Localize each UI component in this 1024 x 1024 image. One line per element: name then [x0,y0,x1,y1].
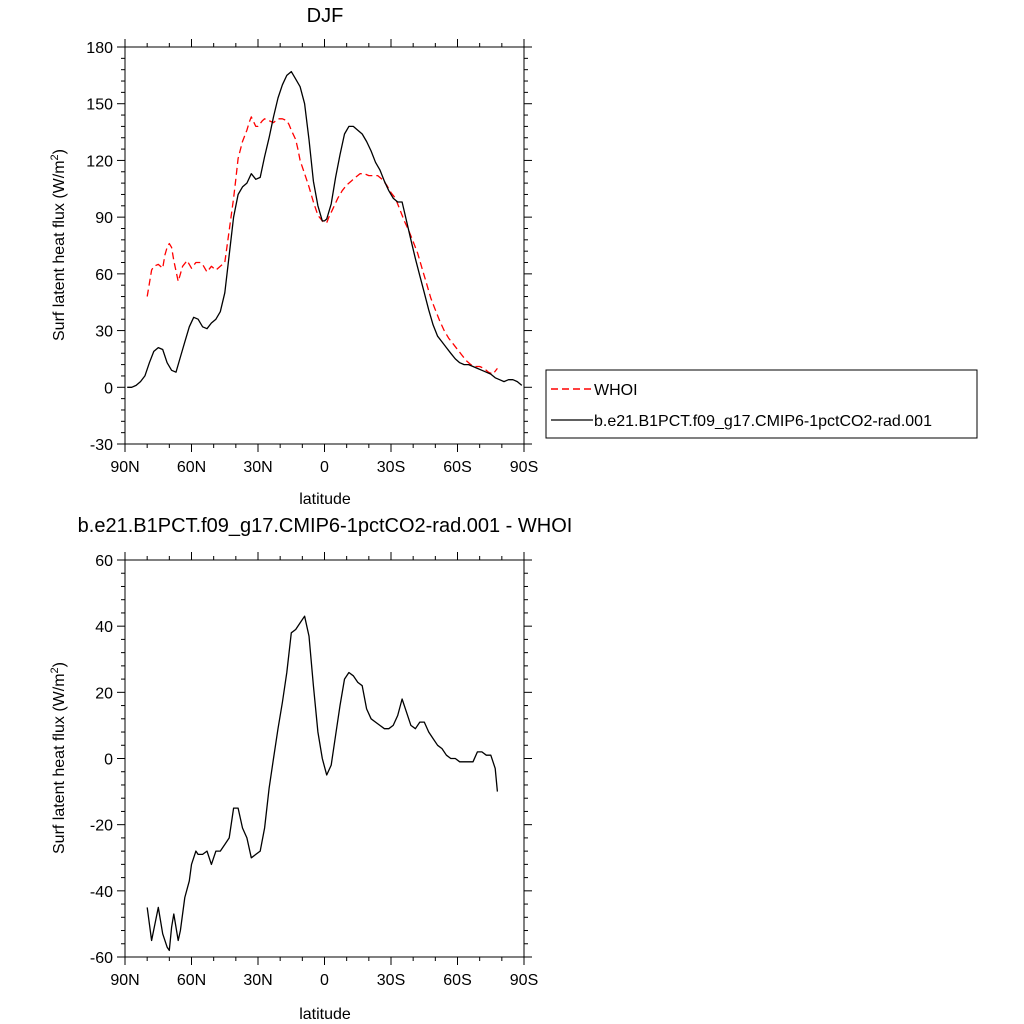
y-tick-label: 180 [86,40,113,57]
y-tick-label: -20 [90,818,113,835]
plot-frame [124,46,525,445]
x-axis-label: latitude [299,491,351,508]
x-tick-label: 30S [377,459,405,476]
legend-label-model: b.e21.B1PCT.f09_g17.CMIP6-1pctCO2-rad.00… [594,413,932,430]
y-tick-label: -60 [90,950,113,967]
y-tick-label: -30 [90,437,113,454]
series-line-1 [127,70,523,388]
y-tick-label: 30 [95,324,113,341]
chart-difference: b.e21.B1PCT.f09_g17.CMIP6-1pctCO2-rad.00… [49,515,572,1023]
x-tick-label: 30N [243,972,272,989]
y-tick-label: 0 [104,380,113,397]
x-tick-label: 30S [377,972,405,989]
x-tick-label: 90N [110,459,139,476]
legend-box [545,369,978,439]
y-tick-label: 90 [95,210,113,227]
y-tick-label: 150 [86,97,113,114]
x-tick-label: 30N [243,459,272,476]
series-line-0 [146,116,498,375]
chart-title: b.e21.B1PCT.f09_g17.CMIP6-1pctCO2-rad.00… [78,515,573,537]
y-tick-label: 60 [95,553,113,570]
x-tick-label: 90S [510,459,538,476]
x-tick-label: 60N [177,972,206,989]
series-line-0 [146,615,499,952]
y-tick-label: 120 [86,153,113,170]
x-tick-label: 90N [110,972,139,989]
x-tick-label: 90S [510,972,538,989]
y-tick-label: 0 [104,752,113,769]
y-tick-label: 60 [95,267,113,284]
x-tick-label: 0 [320,972,329,989]
x-tick-label: 60S [443,972,471,989]
x-tick-label: 60N [177,459,206,476]
chart-djf: DJF 180 150 120 90 60 30 0 -30 90N 60N 30N 0 30S 60S 9… [49,5,978,508]
y-tick-label: 40 [95,619,113,636]
x-axis-label: latitude [299,1006,351,1023]
chart-title: DJF [307,5,344,27]
legend: WHOI b.e21.B1PCT.f09_g17.CMIP6-1pctCO2-r… [545,369,978,439]
x-tick-label: 0 [320,459,329,476]
y-tick-label: -40 [90,884,113,901]
y-tick-label: 20 [95,685,113,702]
y-axis-label: Surf latent heat flux (W/m2) [49,149,68,341]
x-tick-label: 60S [443,459,471,476]
y-axis-label: Surf latent heat flux (W/m2) [49,662,68,854]
legend-label-whoi: WHOI [594,382,638,399]
